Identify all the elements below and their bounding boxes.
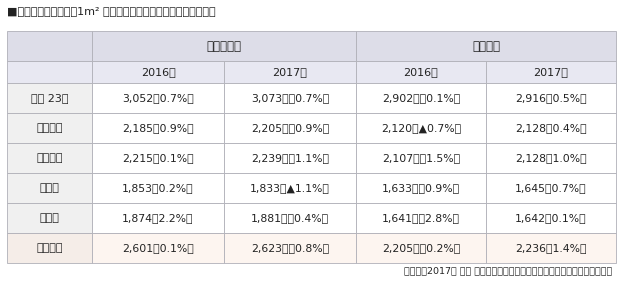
Bar	[356, 31, 616, 61]
Bar	[486, 113, 616, 143]
Text: 1,642（0.1%）: 1,642（0.1%）	[515, 213, 587, 223]
Bar	[356, 61, 486, 83]
Bar	[7, 233, 92, 263]
Text: 2,107　（1.5%）: 2,107 （1.5%）	[382, 153, 460, 163]
Bar	[486, 203, 616, 233]
Text: 東京 23区: 東京 23区	[31, 93, 68, 103]
Text: 2,215（0.1%）: 2,215（0.1%）	[122, 153, 194, 163]
Bar	[92, 173, 224, 203]
Text: 2,623　（0.8%）: 2,623 （0.8%）	[251, 243, 329, 253]
Text: 1,874（2.2%）: 1,874（2.2%）	[122, 213, 194, 223]
Text: 3,052（0.7%）: 3,052（0.7%）	[122, 93, 194, 103]
Text: 1,833（▲1.1%）: 1,833（▲1.1%）	[250, 183, 330, 193]
Bar	[224, 143, 356, 173]
Text: 2017年: 2017年	[273, 67, 307, 77]
Bar	[224, 173, 356, 203]
Bar	[7, 61, 92, 83]
Text: 3,073　（0.7%）: 3,073 （0.7%）	[251, 93, 329, 103]
Bar	[224, 83, 356, 113]
Text: 2,902　（0.1%）: 2,902 （0.1%）	[382, 93, 460, 103]
Bar	[92, 61, 224, 83]
Text: 2,205　（0.2%）: 2,205 （0.2%）	[382, 243, 460, 253]
Text: 2,601（0.1%）: 2,601（0.1%）	[122, 243, 194, 253]
Text: 2,205　（0.9%）: 2,205 （0.9%）	[251, 123, 329, 133]
Bar	[356, 173, 486, 203]
Text: 東京都下: 東京都下	[36, 123, 63, 133]
Bar	[486, 83, 616, 113]
Bar	[356, 113, 486, 143]
Text: 2,128（0.4%）: 2,128（0.4%）	[515, 123, 587, 133]
Text: ■所在地別成約賃料（1m² あたり、単位円、カッコ内は前年比）: ■所在地別成約賃料（1m² あたり、単位円、カッコ内は前年比）	[7, 6, 216, 16]
Bar	[224, 61, 356, 83]
Text: 2017年: 2017年	[534, 67, 568, 77]
Bar	[486, 233, 616, 263]
Bar	[92, 233, 224, 263]
Text: 2016年: 2016年	[404, 67, 438, 77]
Text: 1,641　（2.8%）: 1,641 （2.8%）	[382, 213, 460, 223]
Text: 2016年: 2016年	[141, 67, 175, 77]
Text: 首都圈計: 首都圈計	[36, 243, 63, 253]
Text: 1,853（0.2%）: 1,853（0.2%）	[122, 183, 194, 193]
Bar	[92, 143, 224, 173]
Bar	[7, 113, 92, 143]
Text: 1,881　（0.4%）: 1,881 （0.4%）	[251, 213, 329, 223]
Bar	[92, 31, 356, 61]
Bar	[92, 113, 224, 143]
Text: 2,236（1.4%）: 2,236（1.4%）	[515, 243, 587, 253]
Bar	[486, 143, 616, 173]
Bar	[356, 233, 486, 263]
Text: 埼玉県: 埼玉県	[40, 183, 60, 193]
Bar	[7, 83, 92, 113]
Bar	[356, 203, 486, 233]
Bar	[7, 143, 92, 173]
Text: アパート: アパート	[472, 40, 500, 52]
Text: 2,120（▲0.7%）: 2,120（▲0.7%）	[381, 123, 461, 133]
Text: 神奈川県: 神奈川県	[36, 153, 63, 163]
Bar	[356, 83, 486, 113]
Bar	[486, 61, 616, 83]
Bar	[7, 203, 92, 233]
Text: 2,185（0.9%）: 2,185（0.9%）	[122, 123, 194, 133]
Text: 2,239　（1.1%）: 2,239 （1.1%）	[251, 153, 329, 163]
Text: 2,916（0.5%）: 2,916（0.5%）	[515, 93, 587, 103]
Bar	[92, 83, 224, 113]
Bar	[224, 113, 356, 143]
Bar	[7, 173, 92, 203]
Text: マンション: マンション	[207, 40, 241, 52]
Text: 1,633　（0.9%）: 1,633 （0.9%）	[382, 183, 460, 193]
Bar	[356, 143, 486, 173]
Text: 出典：「2017年 年間 首都圈の居住用賃貸物件成約動向」アットホーム調べ: 出典：「2017年 年間 首都圈の居住用賃貸物件成約動向」アットホーム調べ	[404, 266, 612, 275]
Text: 2,128（1.0%）: 2,128（1.0%）	[515, 153, 587, 163]
Bar	[224, 203, 356, 233]
Text: 千葉県: 千葉県	[40, 213, 60, 223]
Bar	[92, 203, 224, 233]
Text: 1,645（0.7%）: 1,645（0.7%）	[515, 183, 587, 193]
Bar	[486, 173, 616, 203]
Bar	[7, 31, 92, 61]
Bar	[224, 233, 356, 263]
